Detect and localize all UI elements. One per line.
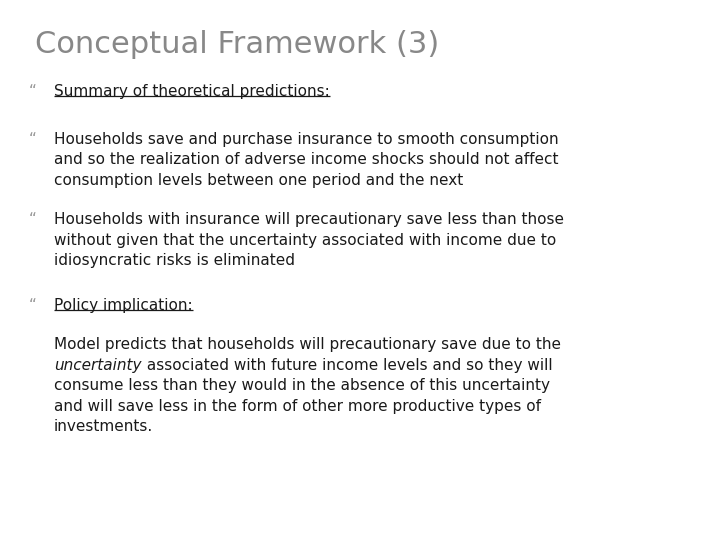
Text: associated with future income levels and so they will: associated with future income levels and… <box>142 358 552 373</box>
Text: Households save and purchase insurance to smooth consumption: Households save and purchase insurance t… <box>54 132 559 147</box>
Text: investments.: investments. <box>54 420 153 435</box>
Text: Households with insurance will precautionary save less than those: Households with insurance will precautio… <box>54 212 564 227</box>
Text: Conceptual Framework (3): Conceptual Framework (3) <box>35 30 438 59</box>
Text: without given that the uncertainty associated with income due to: without given that the uncertainty assoc… <box>54 233 557 248</box>
Text: and will save less in the form of other more productive types of: and will save less in the form of other … <box>54 399 541 414</box>
Text: consume less than they would in the absence of this uncertainty: consume less than they would in the abse… <box>54 379 550 394</box>
Text: Policy implication:: Policy implication: <box>54 298 193 313</box>
Text: “: “ <box>29 132 37 147</box>
Text: consumption levels between one period and the next: consumption levels between one period an… <box>54 173 463 188</box>
Text: “: “ <box>29 212 37 227</box>
Text: and so the realization of adverse income shocks should not affect: and so the realization of adverse income… <box>54 152 559 167</box>
Text: idiosyncratic risks is eliminated: idiosyncratic risks is eliminated <box>54 253 295 268</box>
Text: “: “ <box>29 84 37 99</box>
Text: Model predicts that households will precautionary save due to the: Model predicts that households will prec… <box>54 338 561 353</box>
Text: “: “ <box>29 298 37 313</box>
Text: uncertainty: uncertainty <box>54 358 142 373</box>
Text: Summary of theoretical predictions:: Summary of theoretical predictions: <box>54 84 330 99</box>
